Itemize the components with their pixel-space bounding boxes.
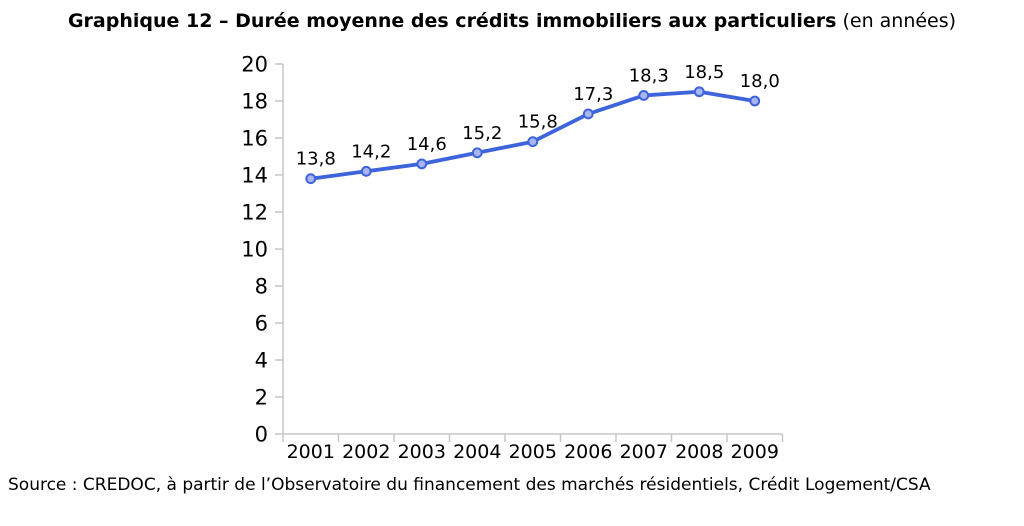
chart-title: Graphique 12 – Durée moyenne des crédits… (0, 9, 1024, 33)
y-tick-label: 16 (241, 127, 268, 151)
y-tick-label: 10 (241, 238, 268, 262)
x-tick-label: 2004 (453, 441, 501, 463)
y-tick-label: 14 (241, 164, 268, 188)
x-tick-label: 2002 (342, 441, 390, 463)
data-series-line (308, 89, 757, 181)
data-point-marker (638, 90, 650, 101)
chart-title-unit: (en années) (836, 10, 957, 32)
x-tick-label: 2001 (287, 441, 335, 463)
x-tick-label: 2008 (675, 441, 723, 463)
y-tick-label: 8 (255, 275, 268, 299)
y-tick-label: 6 (255, 312, 268, 336)
y-tick-label: 20 (241, 53, 268, 77)
data-point-label: 14,6 (407, 134, 447, 155)
data-point-label: 14,2 (351, 141, 391, 162)
data-point-marker (471, 147, 483, 159)
x-tick-label: 2007 (620, 441, 668, 463)
y-tick-label: 0 (255, 423, 268, 447)
data-point-label: 17,3 (573, 84, 613, 105)
source-note: Source : CREDOC, à partir de l’Observato… (8, 475, 931, 495)
y-tick-label: 4 (255, 349, 268, 373)
x-tick-label: 2009 (731, 441, 779, 463)
x-tick-label: 2003 (398, 441, 446, 463)
data-point-label: 15,2 (462, 123, 502, 144)
data-point-marker (693, 86, 705, 98)
data-point-label: 18,5 (684, 62, 724, 83)
chart-title-main: Graphique 12 – Durée moyenne des crédits… (67, 10, 837, 32)
y-tick-label: 12 (241, 201, 268, 225)
y-tick-label: 18 (241, 90, 268, 114)
data-point-label: 18,0 (740, 71, 780, 92)
x-tick-label: 2005 (509, 441, 557, 463)
data-point-label: 15,8 (518, 112, 558, 133)
x-tick-label: 2006 (564, 441, 612, 463)
data-point-marker (416, 158, 428, 170)
data-point-label: 18,3 (629, 65, 669, 86)
data-point-marker (582, 108, 594, 120)
data-point-marker (527, 136, 539, 148)
y-tick-label: 2 (255, 386, 268, 410)
data-point-marker (749, 95, 761, 107)
data-point-marker (360, 165, 372, 177)
data-point-label: 13,8 (296, 149, 336, 170)
data-point-marker (305, 173, 317, 185)
